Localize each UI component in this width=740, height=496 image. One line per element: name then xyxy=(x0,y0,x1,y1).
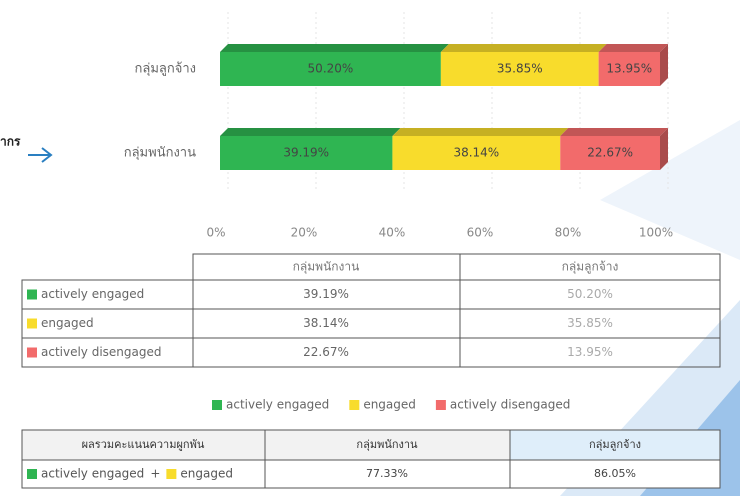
table-cell xyxy=(509,429,721,461)
bar-end-face xyxy=(660,128,668,170)
data-label: 39.19% xyxy=(283,146,329,160)
table-value: 77.33% xyxy=(366,467,408,480)
table-value: 39.19% xyxy=(303,287,349,301)
arrow xyxy=(41,147,53,163)
table-cell xyxy=(459,337,721,368)
legend-label: actively engaged xyxy=(226,398,329,412)
bar xyxy=(440,52,599,86)
x-tick-label: 40% xyxy=(379,226,406,240)
bar-top-face xyxy=(392,128,569,136)
table-header: กลุ่มพนักงาน xyxy=(293,260,360,275)
row-label: actively engaged xyxy=(41,467,144,481)
legend-swatch xyxy=(27,347,37,358)
table-cell xyxy=(509,459,721,489)
legend-swatch xyxy=(349,400,360,410)
bar-top-face xyxy=(440,44,607,52)
data-label: 38.14% xyxy=(453,146,499,160)
bar-top-face xyxy=(598,44,668,52)
row-label: engaged xyxy=(41,316,94,330)
legend-label: engaged xyxy=(363,398,416,412)
background-decoration xyxy=(600,120,740,260)
bar-top-face xyxy=(560,128,668,136)
bar xyxy=(392,136,561,170)
table-value: 50.20% xyxy=(567,287,613,301)
legend-swatch xyxy=(166,469,177,479)
bar xyxy=(598,52,660,86)
bar xyxy=(560,136,660,170)
row-label: actively disengaged xyxy=(41,345,162,359)
table-cell xyxy=(264,429,511,461)
x-tick-label: 20% xyxy=(291,226,318,240)
table-header: กลุ่มพนักงาน xyxy=(356,438,418,451)
x-tick-label: 100% xyxy=(639,226,673,240)
legend-swatch xyxy=(435,400,446,410)
table-value: 38.14% xyxy=(303,316,349,330)
legend-swatch xyxy=(27,289,37,300)
x-tick-label: 0% xyxy=(206,226,225,240)
side-label: ากร xyxy=(0,135,21,149)
table-header: ผลรวมคะแนนความผูกพัน xyxy=(82,438,205,451)
legend-label: actively disengaged xyxy=(450,398,571,412)
legend-swatch xyxy=(27,318,37,329)
table-value: 35.85% xyxy=(567,316,613,330)
data-label: 35.85% xyxy=(497,62,543,76)
row-label: actively engaged xyxy=(41,287,144,301)
legend-swatch xyxy=(212,400,222,410)
bar-top-face xyxy=(220,44,449,52)
x-tick-label: 80% xyxy=(555,226,582,240)
data-label: 22.67% xyxy=(587,146,633,160)
table-value: 13.95% xyxy=(567,345,613,359)
table-header: กลุ่มลูกจ้าง xyxy=(589,438,641,451)
y-tick-label: กลุ่มลูกจ้าง xyxy=(134,62,196,77)
bar-end-face xyxy=(660,44,668,86)
legend-swatch xyxy=(27,469,37,479)
bar xyxy=(220,52,441,86)
data-label: 50.20% xyxy=(308,62,354,76)
joiner: + xyxy=(150,467,160,481)
y-tick-label: กลุ่มพนักงาน xyxy=(124,146,196,161)
bar xyxy=(220,136,393,170)
table-value: 22.67% xyxy=(303,345,349,359)
data-label: 13.95% xyxy=(606,62,652,76)
bar-top-face xyxy=(220,128,401,136)
table-header: กลุ่มลูกจ้าง xyxy=(562,260,619,275)
x-tick-label: 60% xyxy=(467,226,494,240)
table-value: 86.05% xyxy=(594,467,636,480)
row-label: engaged xyxy=(180,467,233,481)
